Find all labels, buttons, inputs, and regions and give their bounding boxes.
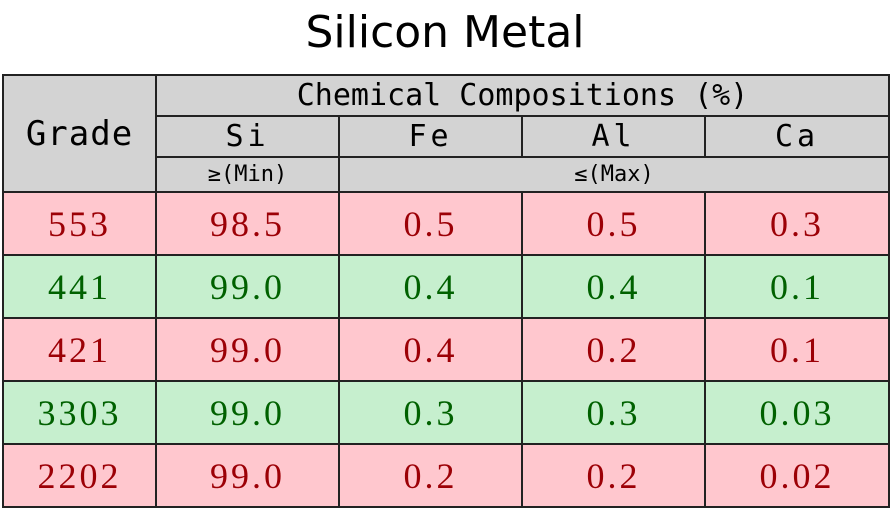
max-limit-header: ≤(Max) [337, 156, 890, 193]
ca-cell: 0.3 [703, 191, 890, 256]
al-cell: 0.5 [521, 191, 706, 256]
si-cell: 99.0 [155, 380, 340, 445]
fe-cell: 0.2 [338, 443, 523, 508]
grade-cell: 421 [2, 317, 157, 382]
ca-header: Ca [703, 115, 890, 158]
min-limit-header: ≥(Min) [155, 156, 340, 193]
si-cell: 99.0 [155, 317, 340, 382]
fe-cell: 0.4 [338, 317, 523, 382]
grade-cell: 553 [2, 191, 157, 256]
fe-cell: 0.4 [338, 254, 523, 319]
ca-cell: 0.1 [703, 317, 890, 382]
ca-cell: 0.1 [703, 254, 890, 319]
ca-cell: 0.03 [703, 380, 890, 445]
table-row: 2202 99.0 0.2 0.2 0.02 [2, 443, 890, 508]
table-row: 3303 99.0 0.3 0.3 0.03 [2, 380, 890, 445]
fe-header: Fe [338, 115, 523, 158]
al-header: Al [521, 115, 706, 158]
grade-cell: 2202 [2, 443, 157, 508]
grade-header: Grade [2, 74, 157, 193]
al-cell: 0.2 [521, 443, 706, 508]
grade-cell: 441 [2, 254, 157, 319]
si-cell: 99.0 [155, 254, 340, 319]
si-cell: 99.0 [155, 443, 340, 508]
silicon-metal-table: Grade Chemical Compositions (%) Si Fe Al… [2, 74, 890, 508]
page-title: Silicon Metal [305, 7, 585, 58]
al-cell: 0.3 [521, 380, 706, 445]
al-cell: 0.4 [521, 254, 706, 319]
fe-cell: 0.3 [338, 380, 523, 445]
table-row: 553 98.5 0.5 0.5 0.3 [2, 191, 890, 256]
si-header: Si [155, 115, 340, 158]
fe-cell: 0.5 [338, 191, 523, 256]
table-row: 421 99.0 0.4 0.2 0.1 [2, 317, 890, 382]
al-cell: 0.2 [521, 317, 706, 382]
ca-cell: 0.02 [703, 443, 890, 508]
si-cell: 98.5 [155, 191, 340, 256]
chemical-compositions-header: Chemical Compositions (%) [154, 74, 890, 117]
table-row: 441 99.0 0.4 0.4 0.1 [2, 254, 890, 319]
grade-cell: 3303 [2, 380, 157, 445]
